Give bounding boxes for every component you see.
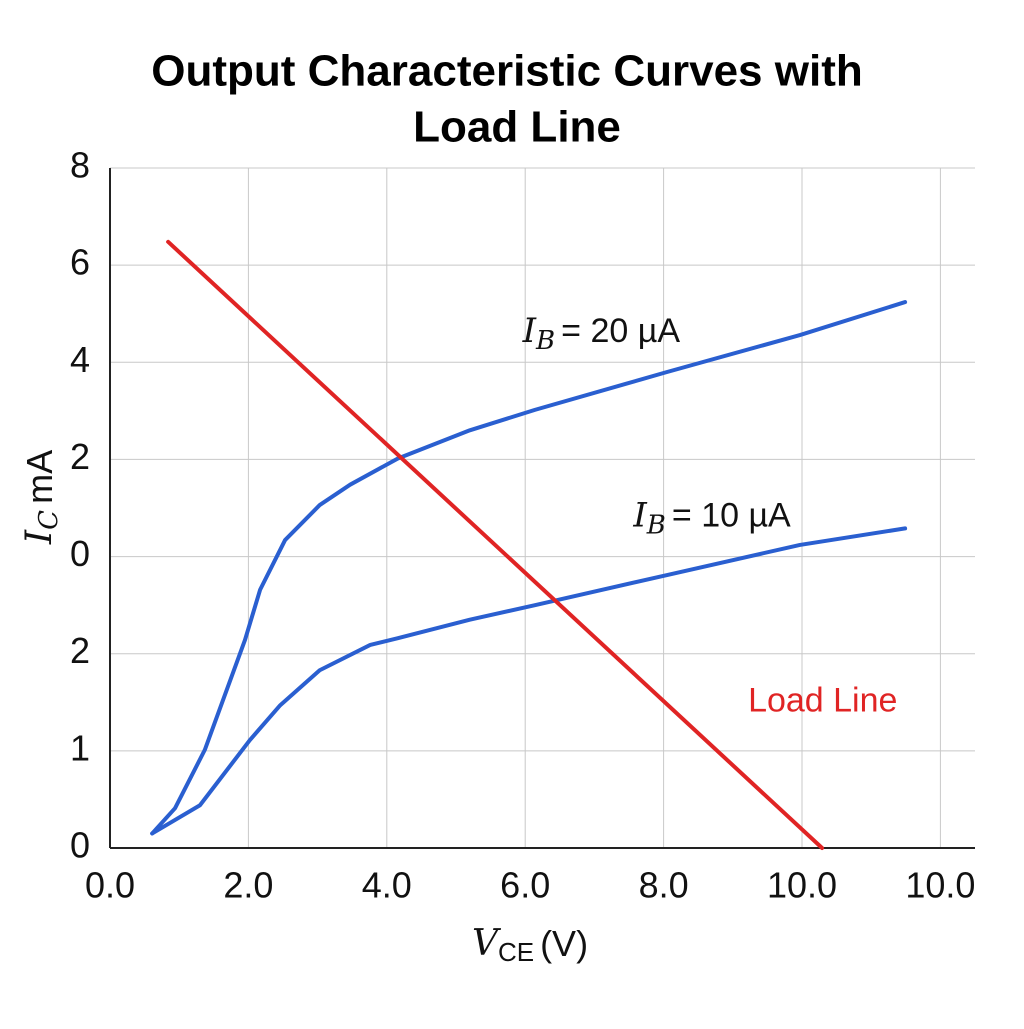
annotation: IB = 20 µA: [522, 311, 681, 356]
y-axis-label-rest: mA: [19, 450, 60, 504]
y-axis-label-main: I: [19, 529, 60, 545]
y-tick-label: 2: [70, 630, 90, 671]
x-tick-label: 2.0: [223, 865, 273, 906]
y-tick-label: 6: [70, 242, 90, 283]
annotation-rest: = 20 µA: [561, 312, 680, 350]
y-axis-label-sub: C: [34, 510, 64, 530]
annotation: Load Line: [748, 681, 897, 719]
annotation-main: I: [632, 496, 647, 536]
chart-title: Output Characteristic Curves with: [151, 47, 862, 96]
y-tick-label: 2: [70, 436, 90, 477]
annotation-sub: B: [646, 511, 666, 541]
series-line: [150, 526, 908, 836]
x-axis-label: VCE (V): [472, 923, 588, 967]
x-tick-label: 0.0: [85, 865, 135, 906]
x-tick-label: 4.0: [362, 865, 412, 906]
x-tick-label: 10.0: [767, 865, 837, 906]
annotation-main: I: [522, 311, 537, 351]
y-tick-label: 0: [70, 825, 90, 866]
chart-title: Load Line: [413, 103, 621, 152]
series-line: [166, 239, 825, 850]
x-axis-label-sub: CE: [498, 937, 534, 967]
annotation: IB = 10 µA: [632, 496, 791, 541]
x-tick-label: 6.0: [500, 865, 550, 906]
y-tick-label: 1: [70, 727, 90, 768]
y-axis-label: ICmA: [19, 450, 64, 545]
x-axis-label-rest: (V): [540, 923, 588, 964]
y-tick-label: 8: [70, 145, 90, 186]
annotation-sub: B: [535, 326, 555, 356]
x-tick-label: 8.0: [639, 865, 689, 906]
series-line: [150, 300, 908, 836]
x-tick-label: 10.0: [905, 865, 975, 906]
y-tick-label: 4: [70, 339, 90, 380]
x-axis-label-main: V: [472, 923, 502, 964]
y-tick-label: 0: [70, 533, 90, 574]
annotation-rest: = 10 µA: [672, 497, 791, 535]
